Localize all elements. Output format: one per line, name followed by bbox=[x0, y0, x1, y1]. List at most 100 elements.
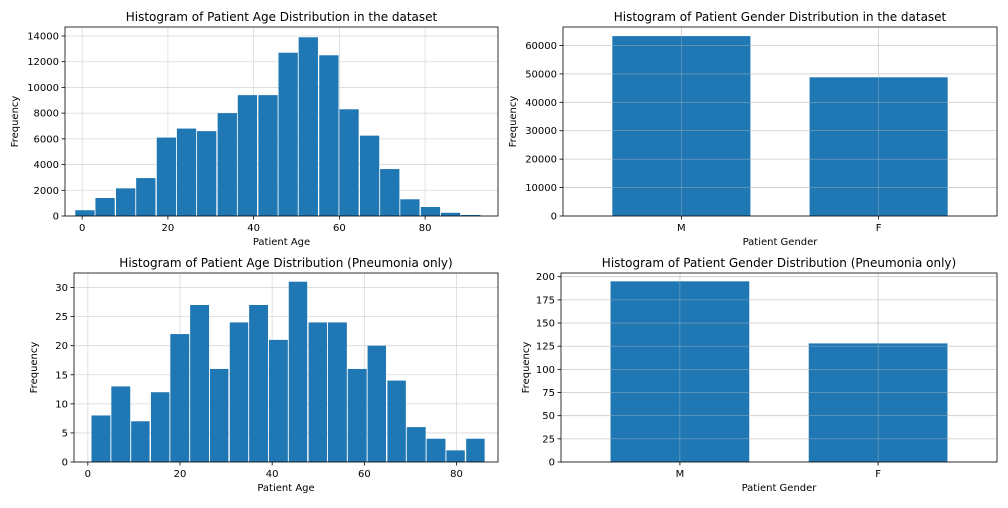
histogram-bar bbox=[249, 304, 269, 462]
x-tick-label: 80 bbox=[419, 223, 432, 234]
histogram-bar bbox=[258, 95, 278, 216]
chart-1: 0 2000 4000 6000 8000 10000 12000 14000 0 20 40 60 8… bbox=[10, 10, 499, 248]
chart-title: Histogram of Patient Age Distribution (P… bbox=[119, 256, 452, 270]
histogram-bar bbox=[466, 438, 485, 462]
x-axis-label: Patient Gender bbox=[742, 483, 818, 494]
x-tick-label: M bbox=[677, 223, 686, 234]
chart-2: 0 10000 20000 30000 40000 50000 60000 M F Histogr… bbox=[508, 10, 998, 248]
y-tick-label: 25 bbox=[55, 312, 68, 323]
histogram-bar bbox=[95, 198, 115, 216]
chart-title: Histogram of Patient Gender Distribution… bbox=[614, 10, 947, 24]
histogram-bar bbox=[440, 212, 461, 216]
y-tick-label: 0 bbox=[62, 458, 68, 469]
y-tick-label: 150 bbox=[536, 319, 555, 330]
histogram-bar bbox=[209, 368, 229, 462]
histogram-bar bbox=[319, 55, 339, 217]
y-tick-label: 0 bbox=[53, 212, 59, 223]
x-tick-label: 0 bbox=[79, 223, 85, 234]
x-tick-label: 60 bbox=[333, 223, 346, 234]
histogram-bar bbox=[237, 95, 258, 216]
y-tick-label: 50000 bbox=[525, 69, 557, 80]
histogram-bar bbox=[406, 427, 426, 462]
histogram-bar bbox=[380, 169, 400, 216]
y-axis-label: Frequency bbox=[29, 342, 40, 394]
y-tick-label: 30000 bbox=[525, 126, 557, 137]
histogram-bar bbox=[426, 438, 446, 462]
chart-title: Histogram of Patient Gender Distribution… bbox=[602, 256, 956, 270]
x-tick-label: 60 bbox=[358, 469, 371, 480]
axes-frame bbox=[560, 272, 998, 463]
x-tick-label: 80 bbox=[450, 469, 463, 480]
chart-3: 0 5 10 15 20 25 30 0 20 40 60 80 Histogram of Patien… bbox=[29, 256, 499, 494]
x-axis-label: Patient Gender bbox=[743, 237, 819, 248]
axes-frame bbox=[64, 26, 499, 217]
histogram-bar bbox=[217, 113, 237, 216]
y-tick-label: 175 bbox=[536, 295, 555, 306]
y-tick-label: 10000 bbox=[525, 183, 557, 194]
y-tick-label: 0 bbox=[549, 458, 555, 469]
x-tick-label: 20 bbox=[174, 469, 187, 480]
y-tick-label: 100 bbox=[536, 365, 555, 376]
y-tick-label: 20 bbox=[55, 341, 68, 352]
histogram-bar bbox=[288, 281, 308, 462]
x-tick-label: F bbox=[876, 223, 882, 234]
y-tick-label: 75 bbox=[542, 388, 555, 399]
histogram-bar bbox=[156, 137, 177, 216]
histogram-bar bbox=[359, 135, 380, 216]
histogram-bar bbox=[446, 450, 465, 462]
y-tick-label: 0 bbox=[551, 212, 557, 223]
y-tick-label: 6000 bbox=[34, 134, 59, 145]
histogram-bar bbox=[308, 322, 328, 462]
y-tick-label: 15 bbox=[55, 370, 68, 381]
histogram-bar bbox=[170, 334, 190, 462]
histogram-bar bbox=[298, 37, 318, 217]
histogram-bar bbox=[91, 415, 111, 462]
y-tick-label: 25 bbox=[542, 434, 555, 445]
x-tick-label: 20 bbox=[162, 223, 175, 234]
histogram-bar bbox=[197, 131, 217, 216]
y-axis-label: Frequency bbox=[521, 342, 532, 394]
y-tick-label: 30 bbox=[55, 283, 68, 294]
histogram-bar bbox=[367, 345, 387, 462]
histogram-bar bbox=[420, 207, 441, 216]
y-tick-label: 40000 bbox=[525, 98, 557, 109]
histogram-bar bbox=[111, 386, 131, 462]
histogram-bar bbox=[278, 52, 298, 216]
x-axis-label: Patient Age bbox=[257, 483, 314, 494]
y-tick-label: 4000 bbox=[34, 160, 59, 171]
histogram-bar bbox=[176, 128, 197, 216]
x-tick-label: F bbox=[875, 469, 881, 480]
histogram-bar bbox=[190, 304, 210, 462]
histogram-bar bbox=[136, 178, 156, 216]
y-tick-label: 10 bbox=[55, 399, 68, 410]
x-tick-label: 40 bbox=[247, 223, 260, 234]
y-tick-label: 5 bbox=[62, 428, 68, 439]
y-tick-label: 20000 bbox=[525, 155, 557, 166]
histogram-bar bbox=[150, 392, 170, 462]
histogram-bar bbox=[387, 380, 406, 462]
x-tick-label: 40 bbox=[266, 469, 279, 480]
y-tick-label: 60000 bbox=[525, 41, 557, 52]
histogram-bar bbox=[347, 368, 367, 462]
y-tick-label: 2000 bbox=[34, 186, 59, 197]
x-tick-label: M bbox=[676, 469, 685, 480]
histogram-bar bbox=[327, 322, 347, 462]
chart-title: Histogram of Patient Age Distribution in… bbox=[126, 10, 438, 24]
axes-frame bbox=[73, 272, 499, 463]
histogram-bar bbox=[461, 214, 481, 216]
y-axis-label: Frequency bbox=[10, 96, 21, 148]
y-axis-label: Frequency bbox=[508, 96, 519, 148]
histogram-bar bbox=[400, 199, 420, 216]
y-tick-label: 14000 bbox=[27, 32, 59, 43]
histogram-bar bbox=[229, 322, 249, 462]
y-tick-label: 200 bbox=[536, 272, 555, 283]
y-tick-label: 12000 bbox=[27, 57, 59, 68]
x-tick-label: 0 bbox=[85, 469, 91, 480]
histogram-bar bbox=[116, 188, 136, 216]
axes-frame bbox=[562, 26, 998, 217]
histogram-bar bbox=[339, 109, 359, 216]
y-tick-label: 10000 bbox=[27, 83, 59, 94]
y-tick-label: 125 bbox=[536, 342, 555, 353]
